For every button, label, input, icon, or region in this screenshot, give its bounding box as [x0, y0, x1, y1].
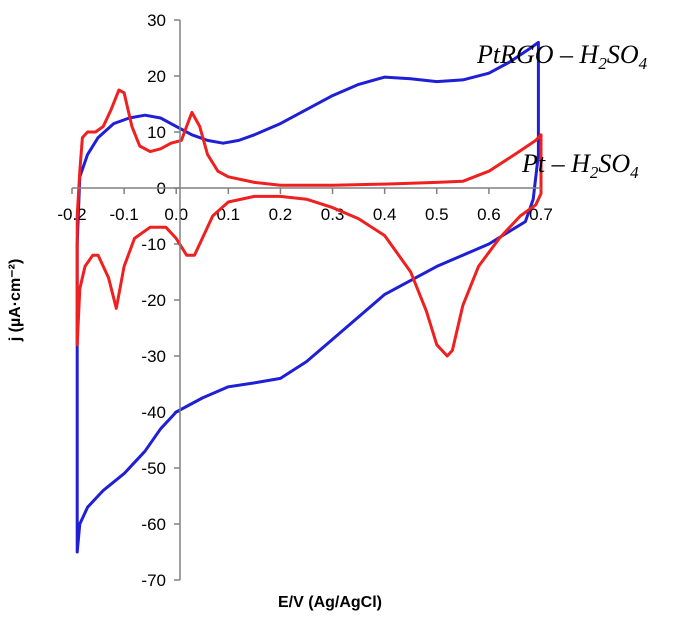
x-tick-label: 0.1 [217, 205, 241, 224]
y-tick-label: -60 [141, 515, 166, 534]
y-tick-label: 10 [147, 123, 166, 142]
series-label-pt: Pt – H2SO4 [521, 149, 639, 182]
series-label-ptrgo: PtRGO – H2SO4 [476, 40, 648, 73]
y-tick-label: 20 [147, 67, 166, 86]
y-tick-label: -30 [141, 347, 166, 366]
y-tick-label: -20 [141, 291, 166, 310]
x-tick-label: -0.2 [57, 205, 86, 224]
y-tick-label: 30 [147, 11, 166, 30]
y-tick-label: -40 [141, 403, 166, 422]
y-tick-label: -70 [141, 571, 166, 590]
x-tick-label: 0.6 [477, 205, 501, 224]
x-axis-ticks: -0.2 -0.1 0.0 0.1 0.2 0.3 0.4 0.5 0.6 0.7 [57, 188, 553, 224]
series-line-pt [75, 88, 543, 358]
y-axis-ticks: -70-60-50-40-30-20-100102030 [141, 11, 180, 590]
x-tick-label: 0.4 [373, 205, 397, 224]
x-axis-title: E/V (Ag/AgCl) [278, 594, 382, 611]
series-line-ptrgo [75, 40, 540, 554]
y-tick-label: -50 [141, 459, 166, 478]
x-tick-label: 0.5 [425, 205, 449, 224]
y-tick-label: -10 [141, 235, 166, 254]
series-layer [75, 40, 543, 554]
x-tick-label: -0.1 [109, 205, 138, 224]
x-tick-label: 0.0 [164, 205, 188, 224]
y-axis-title: j (µA·cm⁻²) [7, 259, 24, 343]
x-tick-label: 0.7 [529, 205, 553, 224]
x-tick-label: 0.2 [269, 205, 293, 224]
